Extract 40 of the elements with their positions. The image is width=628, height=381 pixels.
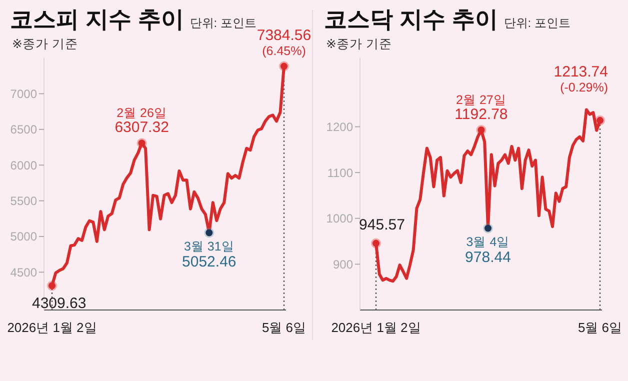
annotation: 3월 4일 [466,235,510,250]
point [279,61,289,72]
point [47,280,57,291]
point [371,238,381,248]
data-label: 978.44 [465,249,511,266]
data-label: 7384.56 [256,27,312,44]
point [595,115,605,126]
point [136,138,147,148]
point [476,125,486,136]
chart-title: 코스닥 지수 추이 [324,6,498,32]
data-label: 5052.46 [182,254,236,271]
x-tick-label: 5월 6일 [578,320,622,335]
chart-subtitle: 단위: 포인트 [504,16,570,30]
y-tick-label: 5500 [10,194,38,208]
y-tick-label: 4500 [10,265,38,280]
chart-title: 코스피 지수 추이 [10,6,184,32]
text: ※종가 기준 [326,36,392,53]
x-tick-label: 5월 6일 [262,320,306,335]
data-label: 1213.74 [554,63,608,80]
y-tick-label: 7000 [10,86,38,101]
annotation: 2월 27일 [456,93,506,108]
data-label: 6307.32 [114,119,169,136]
chart-subtitle: 단위: 포인트 [190,16,256,30]
x-tick-label: 2026년 1월 2일 [331,320,421,335]
data-label: 1192.78 [454,106,508,124]
text: ※종가 기준 [12,36,78,53]
data-label: 945.57 [359,216,405,234]
annotation: (6.45%) [262,44,306,58]
data-label: 4309.63 [32,294,86,312]
y-tick-label: 900 [332,257,354,272]
annotation: 3월 31일 [184,240,234,254]
y-tick-label: 1100 [327,166,354,180]
annotation: 2월 26일 [116,106,167,120]
y-tick-label: 1000 [326,212,354,226]
y-tick-label: 6500 [10,122,38,137]
y-tick-label: 6000 [10,158,38,172]
annotation: (-0.29%) [560,80,608,94]
y-tick-label: 1200 [326,120,354,134]
x-tick-label: 2026년 1월 2일 [7,320,97,335]
y-tick-label: 5000 [10,230,38,244]
